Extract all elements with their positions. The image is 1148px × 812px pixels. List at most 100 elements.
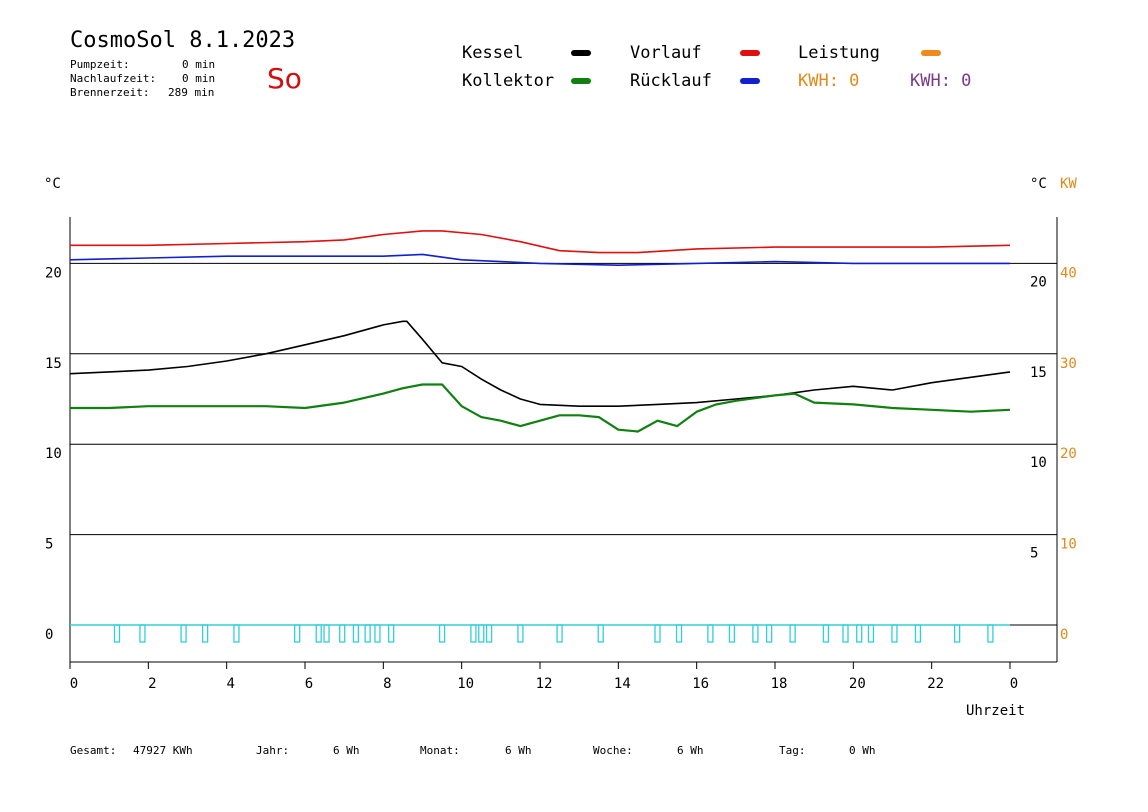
legend-vorlauf-swatch [740,50,760,56]
pump-pulse-3 [201,624,209,643]
pump-pulse-0 [113,624,121,643]
stat-pumpzeit-label: Pumpzeit: [70,58,130,71]
x-tick-label-4: 8 [383,676,391,692]
footer-tag-label: Tag: [779,744,806,757]
y-right-tick-label-15: 15 [1030,365,1047,381]
x-tick-label-7: 14 [614,676,631,692]
stat-brennerzeit-label: Brennerzeit: [70,86,150,99]
stat-brennerzeit-value: 289 min [168,86,215,99]
x-tick-label-12: 0 [1010,676,1018,692]
footer-jahr-label: Jahr: [256,744,290,757]
pump-pulse-33 [953,624,961,643]
pump-pulse-25 [765,624,773,643]
y-right2-tick-label-30: 30 [1060,356,1077,372]
legend-kessel-swatch [571,50,591,56]
kwh-orange-value: KWH: 0 [798,71,860,91]
pump-pulse-8 [339,624,346,643]
legend-vorlauf-label: Vorlauf [630,43,702,63]
x-tick-label-0: 0 [70,676,78,692]
x-tick-label-8: 16 [692,676,709,692]
y-right2-tick-label-10: 10 [1060,537,1077,553]
pump-pulse-15 [478,624,485,643]
x-tick-label-9: 18 [771,676,788,692]
y-left-tick-label-20: 20 [45,265,62,281]
pump-pulse-22 [707,624,714,643]
legend-kessel-label: Kessel [462,43,524,63]
y-left-tick-label-5: 5 [45,537,53,553]
footer-tag-value: 0 Wh [849,744,876,757]
x-tick-label-3: 6 [305,676,313,692]
pump-pulse-9 [352,624,360,643]
series-kessel [69,320,1011,408]
pump-pulse-17 [517,624,524,643]
pump-pulse-13 [438,624,446,643]
y-left-tick-label-10: 10 [45,446,62,462]
pump-pulse-20 [654,624,661,643]
pump-pulse-11 [374,624,381,643]
y-right2-tick-label-40: 40 [1060,265,1077,281]
pump-pulse-21 [675,624,683,643]
axis-layer [69,217,1058,669]
pump-pulse-29 [856,624,863,643]
footer-woche-label: Woche: [593,744,633,757]
legend-ruecklauf-swatch [740,78,760,84]
label-layer: 0 2 4 6 8 10 12 14 16 18 20 22 0 Uhrzeit 0 5 10 15 20 5 10 15… [44,176,1077,719]
series-vorlauf [70,230,1011,254]
pump-pulse-30 [867,624,875,643]
pump-pulse-32 [914,624,922,643]
legend-kollektor-label: Kollektor [462,71,555,91]
footer-monat-value: 6 Wh [505,744,532,757]
pump-pulse-26 [789,624,796,643]
y-left-tick-label-0: 0 [45,627,53,643]
series-kollektor [70,383,1011,433]
stat-nachlaufzeit-label: Nachlaufzeit: [70,72,157,85]
x-tick-label-10: 20 [849,676,866,692]
pump-pulse-12 [388,624,395,643]
x-tick-label-5: 10 [457,676,474,692]
legend-kollektor-swatch [571,78,591,84]
pump-pulse-19 [597,624,604,643]
footer-gesamt-value: 47927 KWh [133,744,193,757]
y-right2-unit: KW [1060,176,1077,192]
pump-pulse-18 [556,624,563,643]
y-left-unit: °C [44,176,61,192]
footer-monat-label: Monat: [420,744,460,757]
x-tick-label-1: 2 [148,676,156,692]
x-tick-label-11: 22 [927,676,944,692]
x-tick-label-2: 4 [226,676,234,692]
pump-pulse-16 [485,624,493,643]
pump-pulse-28 [842,624,849,643]
page-title: CosmoSol 8.1.2023 [70,28,296,53]
pump-pulse-1 [139,624,146,643]
y-right2-tick-label-0: 0 [1060,627,1068,643]
stat-pumpzeit-value: 0 min [182,58,216,71]
series-rücklauf [69,253,1010,267]
pump-pulse-7 [323,624,330,643]
pump-pulse-4 [233,624,240,643]
legend-leistung-label: Leistung [798,43,880,63]
stat-nachlaufzeit-value: 0 min [182,72,216,85]
pump-pulse-23 [728,624,736,643]
pump-pulse-24 [752,624,759,643]
footer-woche-value: 6 Wh [677,744,704,757]
x-tick-label-6: 12 [536,676,553,692]
series-layer [69,230,1011,433]
footer-jahr-value: 6 Wh [333,744,360,757]
y-left-tick-label-15: 15 [45,356,62,372]
y-right-tick-label-20: 20 [1030,274,1047,290]
y-right-tick-label-5: 5 [1030,546,1038,562]
weekday-label: So [267,62,302,95]
grid-layer [70,262,1057,626]
pump-pulse-6 [315,624,322,643]
pump-pulse-10 [364,624,371,643]
y-right-unit: °C [1030,176,1047,192]
kwh-purple-value: KWH: 0 [910,71,972,91]
pump-pulse-14 [470,624,477,643]
y-right-tick-label-10: 10 [1030,455,1047,471]
pump-layer [70,624,1010,643]
pump-pulse-31 [891,624,898,643]
legend-leistung-swatch [921,50,941,56]
x-axis-title: Uhrzeit [966,703,1025,719]
pump-pulse-2 [180,624,187,643]
